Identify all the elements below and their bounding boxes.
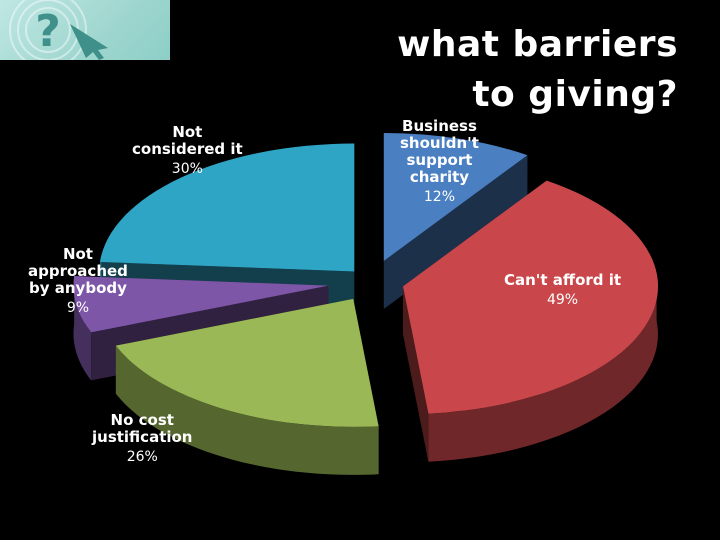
label-business: Business shouldn't support charity 12% — [400, 117, 479, 206]
label-afford: Can't afford it 49% — [504, 271, 622, 309]
slice-wall-can-t-afford-it-1 — [403, 286, 429, 462]
slice-wall-business-shouldn-t-support-charity-1 — [383, 155, 528, 309]
page-title: what barriers to giving? — [358, 20, 678, 120]
slice-no-cost-justification — [115, 298, 379, 427]
label-considered: Not considered it 30% — [132, 123, 243, 178]
label-nocost: No cost justification 26% — [92, 411, 193, 466]
title-line-1: what barriers — [397, 24, 678, 65]
slice-side-not-approached-by-anybody — [73, 276, 92, 381]
value-approached: 9% — [66, 300, 90, 316]
value-nocost: 26% — [126, 449, 158, 465]
value-afford: 49% — [546, 292, 579, 308]
slice-can-t-afford-it — [403, 180, 659, 414]
svg-text:?: ? — [35, 6, 61, 57]
value-considered: 30% — [171, 161, 203, 177]
value-business: 12% — [423, 189, 456, 205]
slice-not-considered-it — [100, 143, 355, 272]
slice-business-shouldn-t-support-charity — [383, 132, 528, 261]
pie-tops — [73, 132, 659, 427]
question-mark-arrow-icon: ? — [9, 0, 108, 69]
logo-box: ? — [0, 0, 170, 69]
slice-side-no-cost-justification — [115, 345, 379, 475]
label-approached: Not approached by anybody 9% — [28, 245, 128, 317]
slice-not-approached-by-anybody — [73, 276, 329, 333]
title-line-2: to giving? — [472, 74, 678, 115]
slice-side-can-t-afford-it — [428, 272, 658, 462]
